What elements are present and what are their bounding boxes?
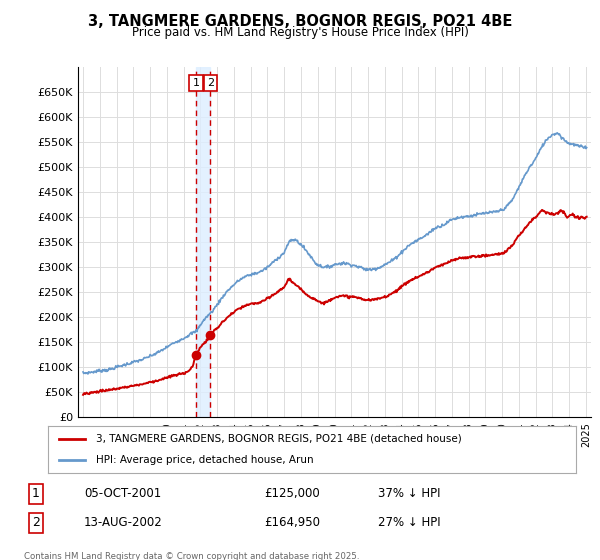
Text: 05-OCT-2001: 05-OCT-2001	[84, 487, 161, 500]
Text: 1: 1	[32, 487, 40, 500]
Text: 3, TANGMERE GARDENS, BOGNOR REGIS, PO21 4BE (detached house): 3, TANGMERE GARDENS, BOGNOR REGIS, PO21 …	[95, 434, 461, 444]
Bar	[196, 67, 211, 417]
Text: 1: 1	[193, 78, 200, 88]
Text: £164,950: £164,950	[264, 516, 320, 529]
Text: 27% ↓ HPI: 27% ↓ HPI	[378, 516, 440, 529]
Text: Price paid vs. HM Land Registry's House Price Index (HPI): Price paid vs. HM Land Registry's House …	[131, 26, 469, 39]
Text: 13-AUG-2002: 13-AUG-2002	[84, 516, 163, 529]
Text: Contains HM Land Registry data © Crown copyright and database right 2025.
This d: Contains HM Land Registry data © Crown c…	[24, 552, 359, 560]
Text: £125,000: £125,000	[264, 487, 320, 500]
Text: HPI: Average price, detached house, Arun: HPI: Average price, detached house, Arun	[95, 455, 313, 465]
Text: 2: 2	[207, 78, 214, 88]
Text: 2: 2	[32, 516, 40, 529]
Text: 37% ↓ HPI: 37% ↓ HPI	[378, 487, 440, 500]
Text: 3, TANGMERE GARDENS, BOGNOR REGIS, PO21 4BE: 3, TANGMERE GARDENS, BOGNOR REGIS, PO21 …	[88, 14, 512, 29]
